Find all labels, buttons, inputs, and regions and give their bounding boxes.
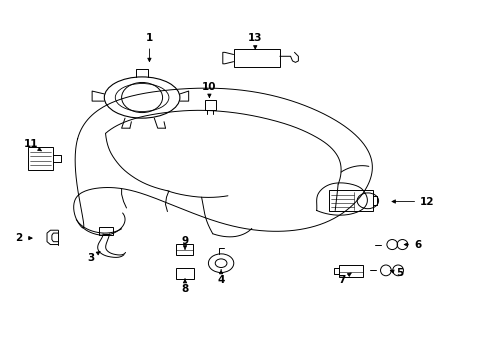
- Text: 9: 9: [181, 236, 188, 249]
- Bar: [28, 147, 53, 170]
- Bar: [328, 190, 372, 211]
- Text: 11: 11: [23, 139, 41, 151]
- Bar: [233, 49, 279, 67]
- Text: 7: 7: [338, 273, 350, 285]
- Bar: [338, 265, 362, 277]
- Bar: [99, 227, 113, 234]
- Text: 3: 3: [87, 252, 100, 263]
- Text: 4: 4: [217, 270, 224, 285]
- Text: 8: 8: [181, 279, 188, 294]
- Bar: [176, 244, 193, 255]
- Text: 12: 12: [391, 197, 434, 207]
- Text: 1: 1: [145, 33, 153, 62]
- Bar: [204, 100, 216, 111]
- Text: 10: 10: [202, 82, 216, 98]
- Text: 2: 2: [16, 233, 32, 243]
- Text: 6: 6: [404, 239, 420, 249]
- Bar: [176, 267, 193, 279]
- Text: 5: 5: [389, 268, 403, 278]
- Text: 13: 13: [247, 33, 262, 49]
